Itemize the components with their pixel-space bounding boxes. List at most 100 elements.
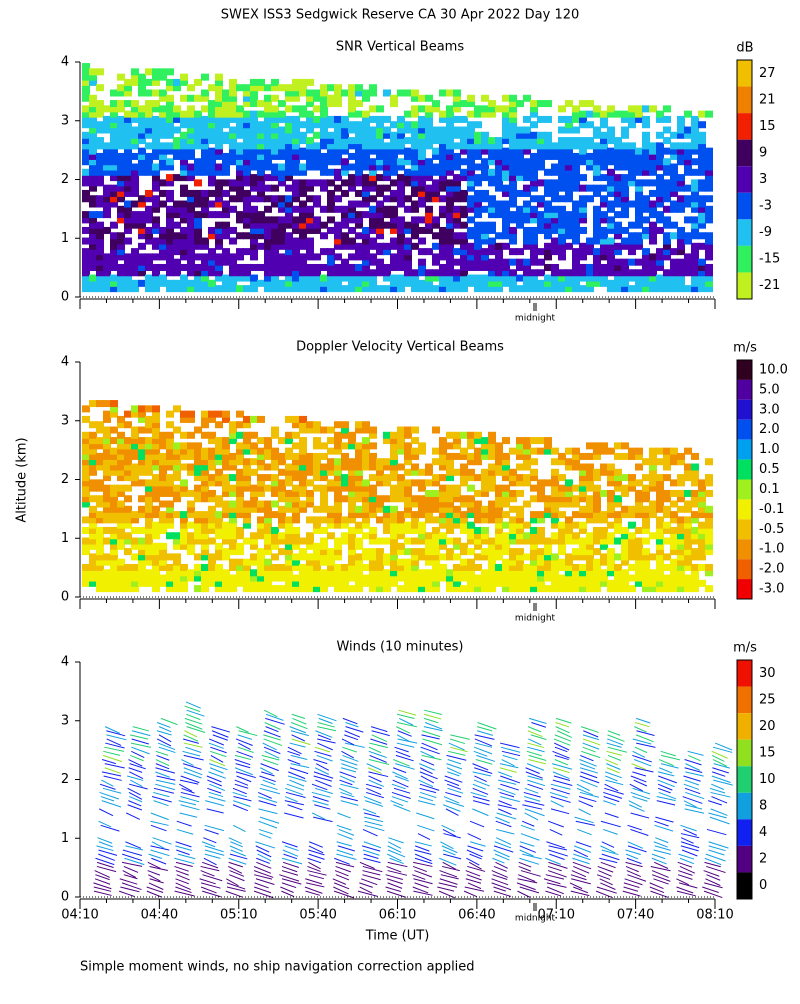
wind-barb <box>229 862 243 867</box>
field-cell <box>313 253 321 260</box>
wind-barb <box>265 723 281 730</box>
field-cell <box>257 548 265 555</box>
field-cell <box>516 490 524 497</box>
field-cell <box>607 490 615 497</box>
field-cell <box>208 411 216 418</box>
colorbar-tick-label: 15 <box>759 119 776 134</box>
field-cell <box>397 559 405 566</box>
colorbar-tick-label: 21 <box>759 92 776 107</box>
field-cell <box>656 227 664 234</box>
field-cell <box>215 285 223 292</box>
field-cell <box>264 464 272 471</box>
field-cell <box>530 100 538 107</box>
field-cell <box>348 121 356 128</box>
field-cell <box>600 464 608 471</box>
field-cell <box>96 137 104 144</box>
field-cell <box>110 185 118 192</box>
field-cell <box>131 280 139 287</box>
field-cell <box>600 195 608 202</box>
field-cell <box>460 585 468 592</box>
wind-barb <box>239 731 258 736</box>
field-cell <box>530 448 538 455</box>
field-cell <box>278 253 286 260</box>
field-cell <box>264 216 272 223</box>
field-cell <box>467 195 475 202</box>
field-cell <box>439 227 447 234</box>
field-cell <box>418 116 426 123</box>
field-cell <box>327 479 335 486</box>
field-cell <box>411 437 419 444</box>
field-cell <box>523 437 531 444</box>
field-cell <box>614 564 622 571</box>
field-cell <box>383 474 391 481</box>
field-cell <box>488 432 496 439</box>
wind-barb <box>254 875 272 879</box>
field-cell <box>446 432 454 439</box>
wind-barb <box>317 739 335 743</box>
field-cell <box>138 527 146 534</box>
field-cell <box>208 148 216 155</box>
field-cell <box>215 511 223 518</box>
field-cell <box>215 421 223 428</box>
field-cell <box>628 474 636 481</box>
field-cell <box>467 243 475 250</box>
field-cell <box>418 469 426 476</box>
field-cell <box>362 437 370 444</box>
wind-barb <box>288 805 303 810</box>
field-cell <box>173 79 181 86</box>
colorbar-tick-label: 27 <box>759 66 776 81</box>
field-cell <box>285 84 293 91</box>
wind-barb <box>282 883 296 888</box>
field-cell <box>320 442 328 449</box>
wind-barb <box>100 784 116 789</box>
field-cell <box>299 201 307 208</box>
field-cell <box>264 559 272 566</box>
field-cell <box>656 275 664 282</box>
wind-barb <box>256 846 269 852</box>
wind-barb <box>202 842 215 847</box>
field-cell <box>516 474 524 481</box>
field-cell <box>670 222 678 229</box>
field-cell <box>362 227 370 234</box>
field-cell <box>110 437 118 444</box>
field-cell <box>614 111 622 118</box>
field-cell <box>138 538 146 545</box>
colorbar-swatch <box>737 420 752 440</box>
field-cell <box>530 121 538 128</box>
field-cell <box>453 232 461 239</box>
field-cell <box>166 158 174 165</box>
field-cell <box>705 564 713 571</box>
field-cell <box>523 532 531 539</box>
field-cell <box>313 89 321 96</box>
field-cell <box>173 127 181 134</box>
field-cell <box>320 527 328 534</box>
field-cell <box>159 275 167 282</box>
field-cell <box>320 464 328 471</box>
field-cell <box>607 448 615 455</box>
field-cell <box>453 453 461 460</box>
wind-barb <box>151 858 166 864</box>
field-cell <box>159 453 167 460</box>
field-cell <box>670 479 678 486</box>
field-cell <box>201 448 209 455</box>
field-cell <box>292 453 300 460</box>
field-cell <box>243 432 251 439</box>
field-cell <box>82 190 90 197</box>
field-cell <box>481 437 489 444</box>
field-cell <box>327 506 335 513</box>
field-cell <box>257 111 265 118</box>
field-cell <box>180 111 188 118</box>
field-cell <box>397 116 405 123</box>
field-cell <box>439 206 447 213</box>
field-cell <box>278 585 286 592</box>
wind-barb <box>238 747 254 752</box>
field-cell <box>145 437 153 444</box>
field-cell <box>565 137 573 144</box>
field-cell <box>502 105 510 112</box>
field-cell <box>187 501 195 508</box>
field-cell <box>180 511 188 518</box>
field-cell <box>425 479 433 486</box>
field-cell <box>313 516 321 523</box>
field-cell <box>537 548 545 555</box>
field-cell <box>607 105 615 112</box>
